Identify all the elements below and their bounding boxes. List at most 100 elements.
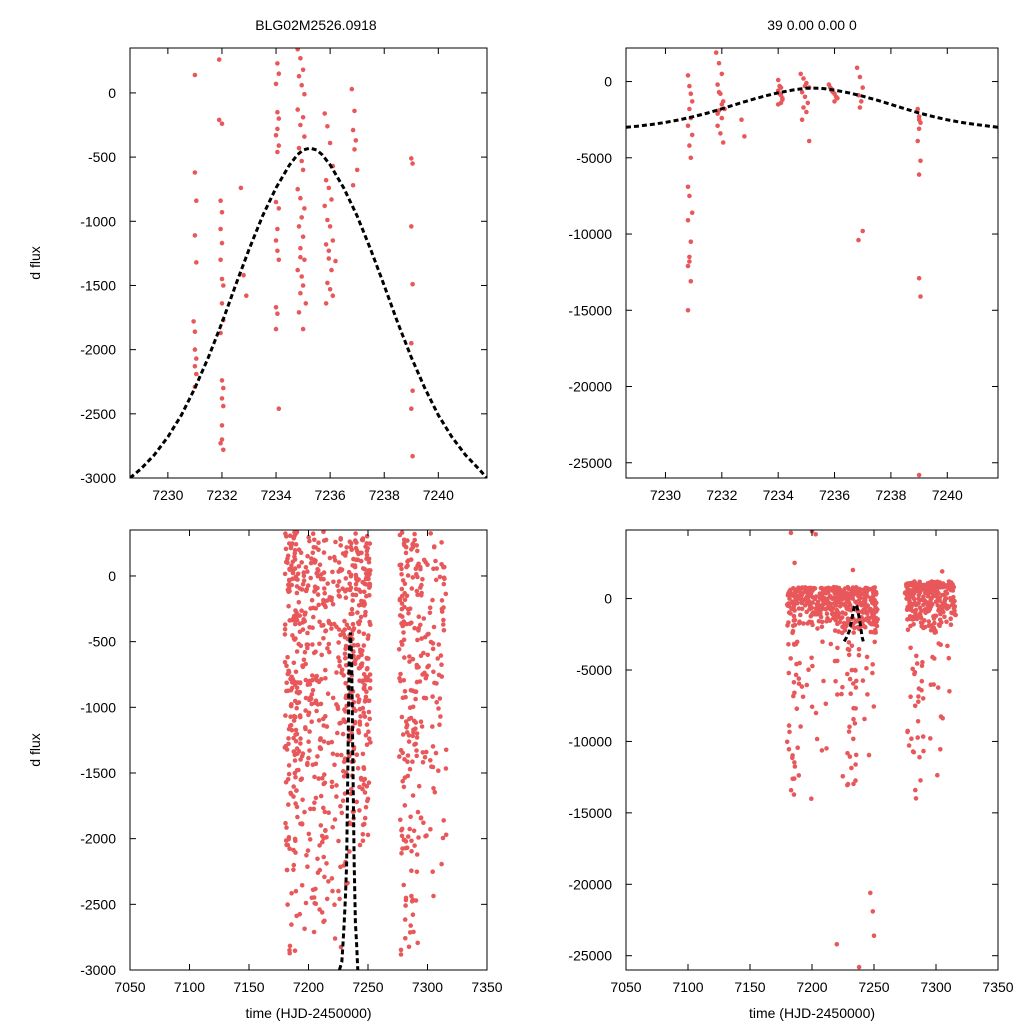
data-point [355,693,360,698]
data-point [292,948,298,953]
data-point [416,614,422,619]
data-point [833,679,838,684]
data-point [330,293,336,299]
data-point [794,639,800,645]
data-point [244,293,249,299]
y-tick-label: -15000 [568,805,612,821]
data-point [848,691,853,696]
data-point [835,591,840,597]
data-point [315,856,320,862]
data-point [428,827,433,832]
data-point [806,592,811,597]
data-point [928,682,934,687]
data-point [318,793,324,799]
data-point [823,701,829,707]
model-curve [842,601,865,643]
data-point [790,753,795,758]
data-point [856,237,861,243]
data-point [298,122,303,128]
data-point [913,796,919,801]
data-point [871,704,877,709]
data-point [853,752,859,758]
data-point [333,539,338,545]
data-point [402,917,408,922]
data-point [918,620,924,625]
data-point [317,843,322,848]
data-point [918,294,923,299]
data-point [409,586,415,591]
data-point [325,581,331,586]
data-point [366,556,372,562]
data-point [398,952,404,957]
data-point [289,617,295,623]
data-point [739,117,744,122]
data-point [830,588,835,593]
data-point [403,903,408,908]
data-point [299,158,305,164]
data-point [815,626,820,631]
data-point [813,710,819,716]
data-point [809,796,814,801]
data-point [311,557,317,563]
data-point [399,714,405,720]
data-point [685,218,691,223]
data-point [298,714,303,720]
data-point [338,566,343,572]
data-point [837,604,843,609]
data-point [920,734,926,739]
data-point [864,654,870,660]
data-point [305,864,310,869]
data-point [355,550,361,555]
data-point [292,533,297,539]
data-point [314,708,319,714]
model-curve [626,86,998,129]
x-tick-label: 7150 [734,979,765,995]
data-point [194,356,199,361]
data-point [842,628,848,633]
data-point [293,727,299,733]
data-point [306,534,312,540]
data-point [221,283,226,288]
y-tick-label: -5000 [576,150,612,166]
data-point [818,610,823,616]
data-point [948,616,953,621]
y-tick-label: 0 [108,85,116,101]
data-point [912,596,917,602]
data-point [400,623,406,629]
data-point [401,837,407,843]
data-point [321,550,327,555]
data-point [440,835,446,841]
data-point [294,590,300,596]
data-point [351,746,357,752]
data-point [402,581,408,587]
data-point [438,653,444,658]
data-point [399,601,405,606]
data-point [306,710,312,716]
data-point [322,772,327,777]
data-point [349,606,355,612]
data-point [323,301,329,306]
data-point [942,614,947,620]
data-point [805,621,810,626]
data-point [685,73,691,78]
data-point [336,627,342,632]
data-point [293,774,298,780]
data-point [849,765,854,771]
data-point [916,126,922,132]
data-point [846,652,852,658]
y-tick-label: -3000 [80,470,116,486]
data-point [402,655,407,660]
data-point [443,591,449,597]
data-point [851,781,856,787]
data-point [905,627,911,633]
data-point [342,756,348,761]
data-point [409,406,414,412]
data-point [924,601,929,606]
data-point [438,714,443,719]
data-point [434,700,440,705]
data-point [402,803,408,808]
y-tick-label: -1500 [80,277,116,293]
data-point [916,592,922,598]
y-tick-label: -500 [88,149,116,165]
data-point [919,624,924,629]
